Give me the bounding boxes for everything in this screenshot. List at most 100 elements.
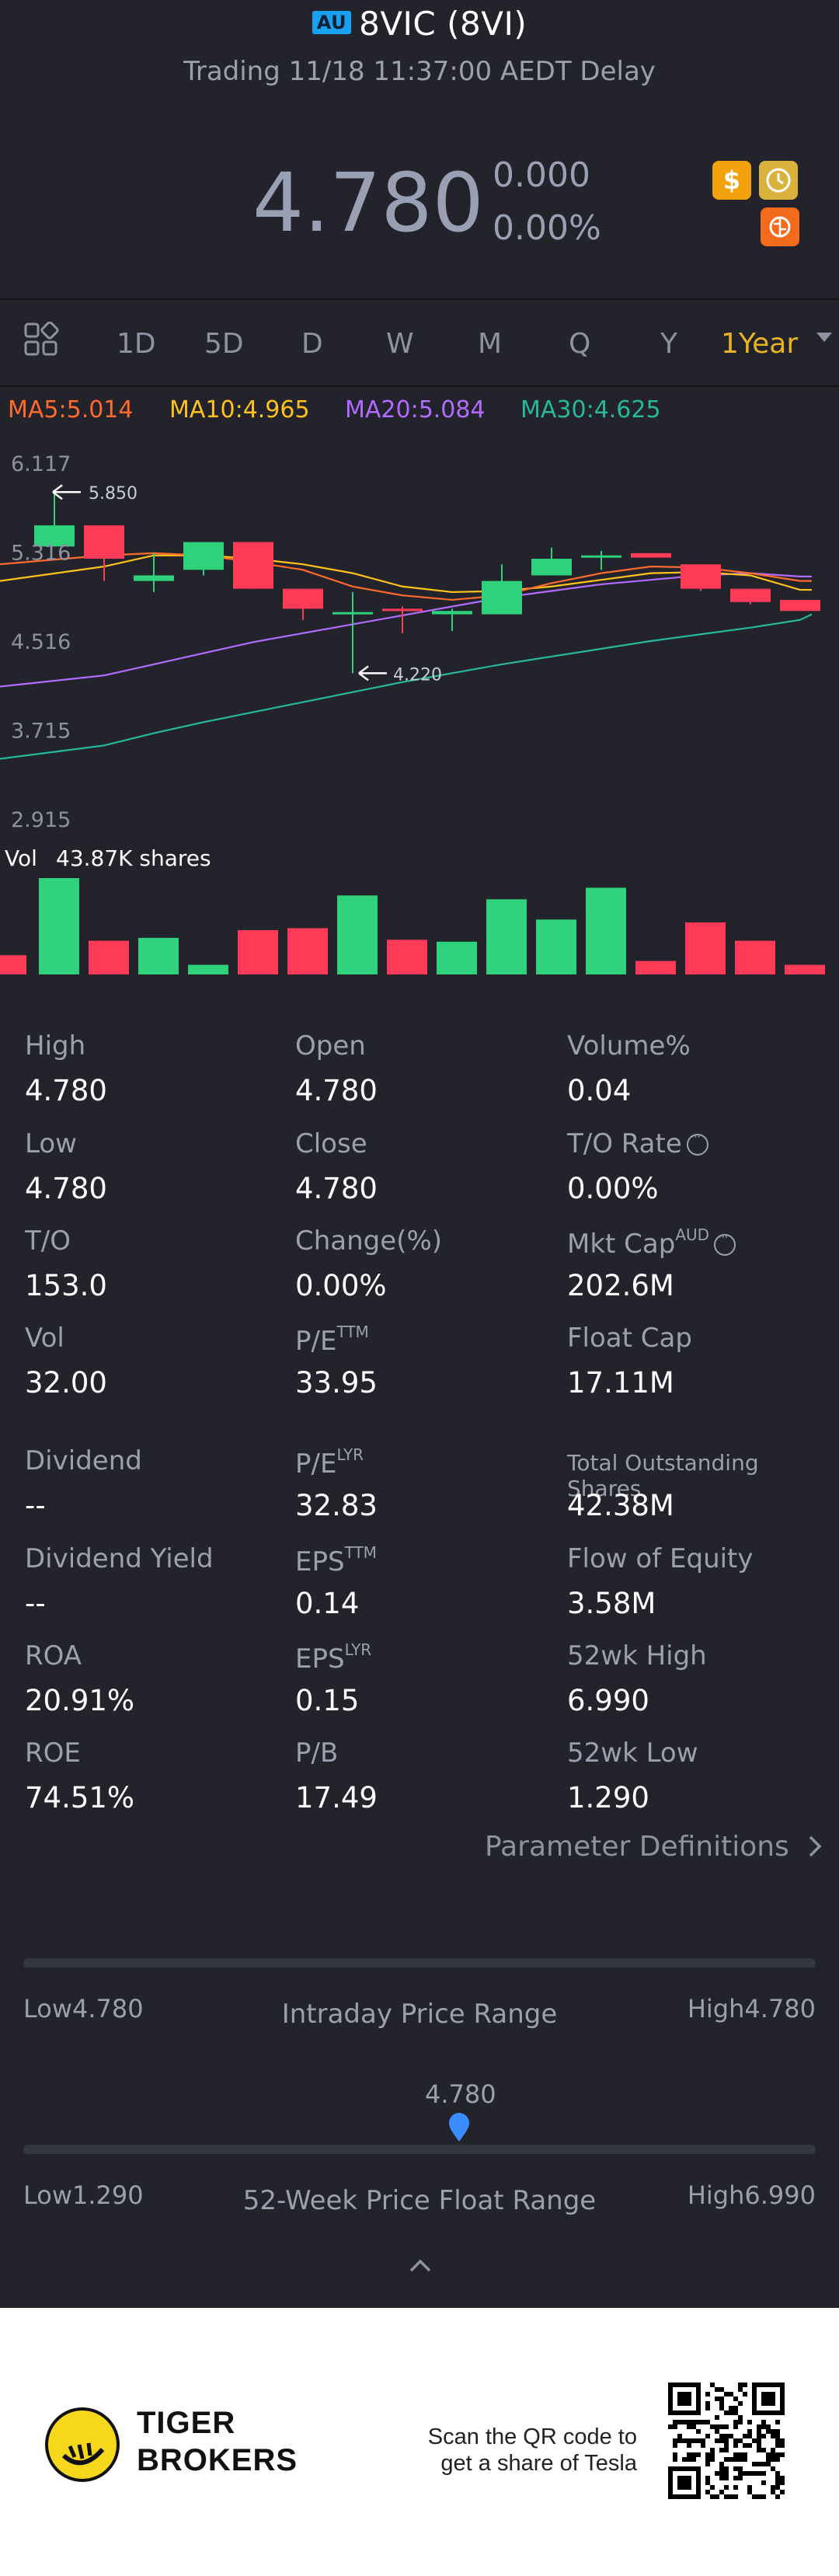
volume-bar — [188, 964, 228, 974]
qr-caption-line1: Scan the QR code to — [427, 2424, 637, 2449]
candle-body — [84, 525, 124, 559]
y-tick-label: 2.915 — [11, 808, 71, 832]
stock-name: 8VIC (8VI) — [359, 5, 527, 43]
candle-body — [134, 575, 174, 581]
volume-bar — [536, 919, 576, 974]
tab-m[interactable]: M — [478, 328, 503, 360]
volume-bar — [337, 895, 378, 974]
high-arrow-icon — [52, 484, 81, 500]
y-tick-label: 3.715 — [11, 720, 71, 744]
candle-body — [780, 599, 820, 612]
candle-body — [382, 608, 423, 612]
stat-label: 52wk High — [567, 1640, 707, 1671]
stat-label: Total Outstanding Shares — [567, 1450, 759, 1501]
volume-bar — [586, 887, 626, 974]
stat-value: 4.780 — [25, 1074, 107, 1107]
stat-value: 202.6M — [567, 1269, 674, 1302]
stat-value: 0.14 — [295, 1587, 360, 1620]
price-change: 0.000 — [493, 155, 590, 195]
dollar-icon[interactable]: $ — [712, 161, 751, 200]
candle-body — [183, 542, 224, 570]
intraday-range-bar — [23, 1958, 816, 1968]
volume-value: 43.87K shares — [56, 845, 211, 871]
candle-body — [631, 552, 671, 558]
stat-value: 32.00 — [25, 1366, 107, 1400]
tiger-logo-icon — [45, 2407, 120, 2482]
week52-range-title: 52-Week Price Float Range — [242, 2185, 597, 2216]
tab-1year[interactable]: 1Year — [721, 328, 799, 360]
volume-bar — [387, 939, 427, 974]
stat-label: Mkt CapAUD — [567, 1225, 736, 1260]
stat-label: Dividend Yield — [25, 1543, 214, 1574]
qr-code-icon[interactable] — [668, 2383, 785, 2499]
tab-5d[interactable]: 5D — [204, 328, 244, 360]
stat-label: ROA — [25, 1640, 82, 1671]
candle-body — [681, 564, 721, 589]
clock-icon[interactable] — [759, 161, 798, 200]
candle-body — [432, 611, 472, 615]
stat-value: 4.780 — [295, 1074, 378, 1107]
ma5-label: MA5:5.014 — [8, 396, 134, 424]
location-pin-icon — [449, 2113, 469, 2142]
y-tick-label: 5.316 — [11, 542, 71, 566]
brand-name-line1: TIGER — [137, 2406, 236, 2440]
footer-banner: TIGER BROKERS Scan the QR code to get a … — [0, 2308, 839, 2576]
chevron-up-icon[interactable] — [408, 2257, 433, 2274]
stat-label: ROE — [25, 1738, 81, 1769]
volume-bar — [138, 937, 179, 974]
stat-value: 0.15 — [295, 1684, 360, 1717]
stock-title: AU 8VIC (8VI) — [0, 5, 839, 43]
stat-value: 17.11M — [567, 1366, 674, 1400]
tab-1d[interactable]: 1D — [117, 328, 156, 360]
stat-label: Change(%) — [295, 1225, 443, 1257]
divider — [0, 298, 839, 300]
tab-d[interactable]: D — [301, 328, 323, 360]
stat-value: 6.990 — [567, 1684, 649, 1717]
stat-value: 20.91% — [25, 1684, 135, 1717]
stat-label: High — [25, 1030, 86, 1061]
stat-label: EPSTTM — [295, 1543, 377, 1577]
chevron-down-icon[interactable] — [816, 333, 832, 342]
stat-label: Open — [295, 1030, 366, 1061]
volume-bar — [785, 964, 825, 974]
brain-icon[interactable] — [761, 207, 799, 246]
candle-body — [34, 525, 75, 547]
volume-bar — [437, 941, 477, 974]
tab-w[interactable]: W — [386, 328, 414, 360]
volume-bar — [89, 940, 129, 974]
stat-value: 1.290 — [567, 1781, 649, 1814]
chart-layout-icon[interactable] — [23, 321, 59, 364]
stat-label: Flow of Equity — [567, 1543, 754, 1574]
stat-value: 4.780 — [295, 1172, 378, 1205]
parameter-definitions-link[interactable]: Parameter Definitions — [485, 1831, 824, 1863]
stat-label: Vol — [25, 1323, 64, 1354]
candle-body — [233, 542, 273, 589]
info-icon[interactable] — [686, 1129, 708, 1156]
stat-value: 33.95 — [295, 1366, 378, 1400]
stat-value: 0.00% — [295, 1269, 387, 1302]
stat-label: Volume% — [567, 1030, 691, 1061]
intraday-high: High4.780 — [687, 1994, 816, 2024]
candle-body — [531, 559, 572, 576]
volume-bar — [287, 928, 328, 974]
stat-value: 153.0 — [25, 1269, 107, 1302]
week52-low: Low1.290 — [23, 2180, 144, 2210]
intraday-low: Low4.780 — [23, 1994, 144, 2024]
y-tick-label: 6.117 — [11, 452, 71, 476]
candle-body — [283, 588, 323, 609]
stat-label: 52wk Low — [567, 1738, 698, 1769]
info-icon[interactable] — [714, 1229, 736, 1256]
volume-bar — [735, 940, 775, 974]
candle-body — [482, 580, 522, 615]
low-marker-label: 4.220 — [393, 665, 442, 685]
parameter-definitions-label: Parameter Definitions — [485, 1831, 789, 1863]
tab-q[interactable]: Q — [569, 328, 591, 360]
market-badge: AU — [312, 11, 352, 34]
divider — [0, 385, 839, 387]
qr-caption-line2: get a share of Tesla — [440, 2451, 637, 2476]
stat-label: P/B — [295, 1738, 339, 1769]
tab-y[interactable]: Y — [660, 328, 677, 360]
candlestick-chart[interactable]: 6.117 5.316 4.516 3.715 2.915 5.850 4.220 Vol… — [0, 435, 839, 979]
stat-label: Dividend — [25, 1445, 142, 1476]
week52-current-price: 4.780 — [425, 2079, 496, 2109]
